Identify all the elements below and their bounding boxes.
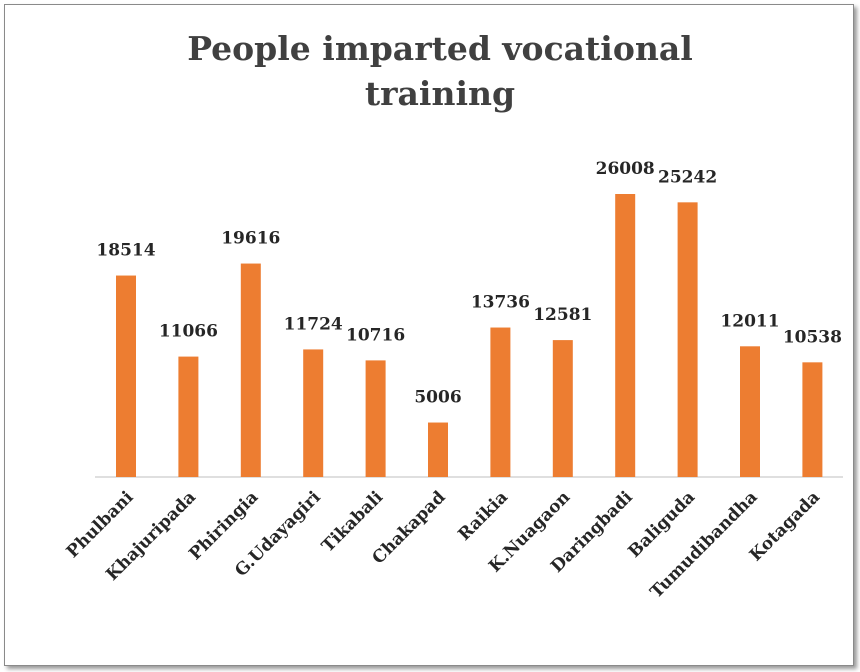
bar xyxy=(552,340,573,477)
bar xyxy=(428,422,448,477)
data-label: 13736 xyxy=(471,293,530,313)
data-label: 10538 xyxy=(783,327,842,347)
data-label: 10716 xyxy=(346,325,405,345)
bar xyxy=(490,327,511,477)
data-label: 11724 xyxy=(284,314,343,334)
bar xyxy=(677,202,698,477)
chart-title: People imparted vocational training xyxy=(187,29,693,113)
bar xyxy=(365,360,386,477)
data-label: 18514 xyxy=(96,241,155,261)
data-label: 11066 xyxy=(159,322,218,342)
x-tick-label: Tumudibandha xyxy=(647,487,762,602)
x-tick-label: Raikia xyxy=(454,487,511,544)
data-label: 12581 xyxy=(533,305,592,325)
bar xyxy=(303,349,324,477)
bar xyxy=(178,356,199,477)
chart-frame xyxy=(4,4,854,666)
data-label: 12011 xyxy=(720,311,779,331)
data-label: 5006 xyxy=(414,388,461,408)
bar xyxy=(740,346,760,477)
bar xyxy=(240,263,261,477)
data-label: 26008 xyxy=(596,159,655,179)
bar xyxy=(615,194,636,477)
bar xyxy=(802,362,823,477)
bar xyxy=(116,275,136,477)
data-label: 19616 xyxy=(221,229,280,249)
data-label: 25242 xyxy=(658,167,717,187)
